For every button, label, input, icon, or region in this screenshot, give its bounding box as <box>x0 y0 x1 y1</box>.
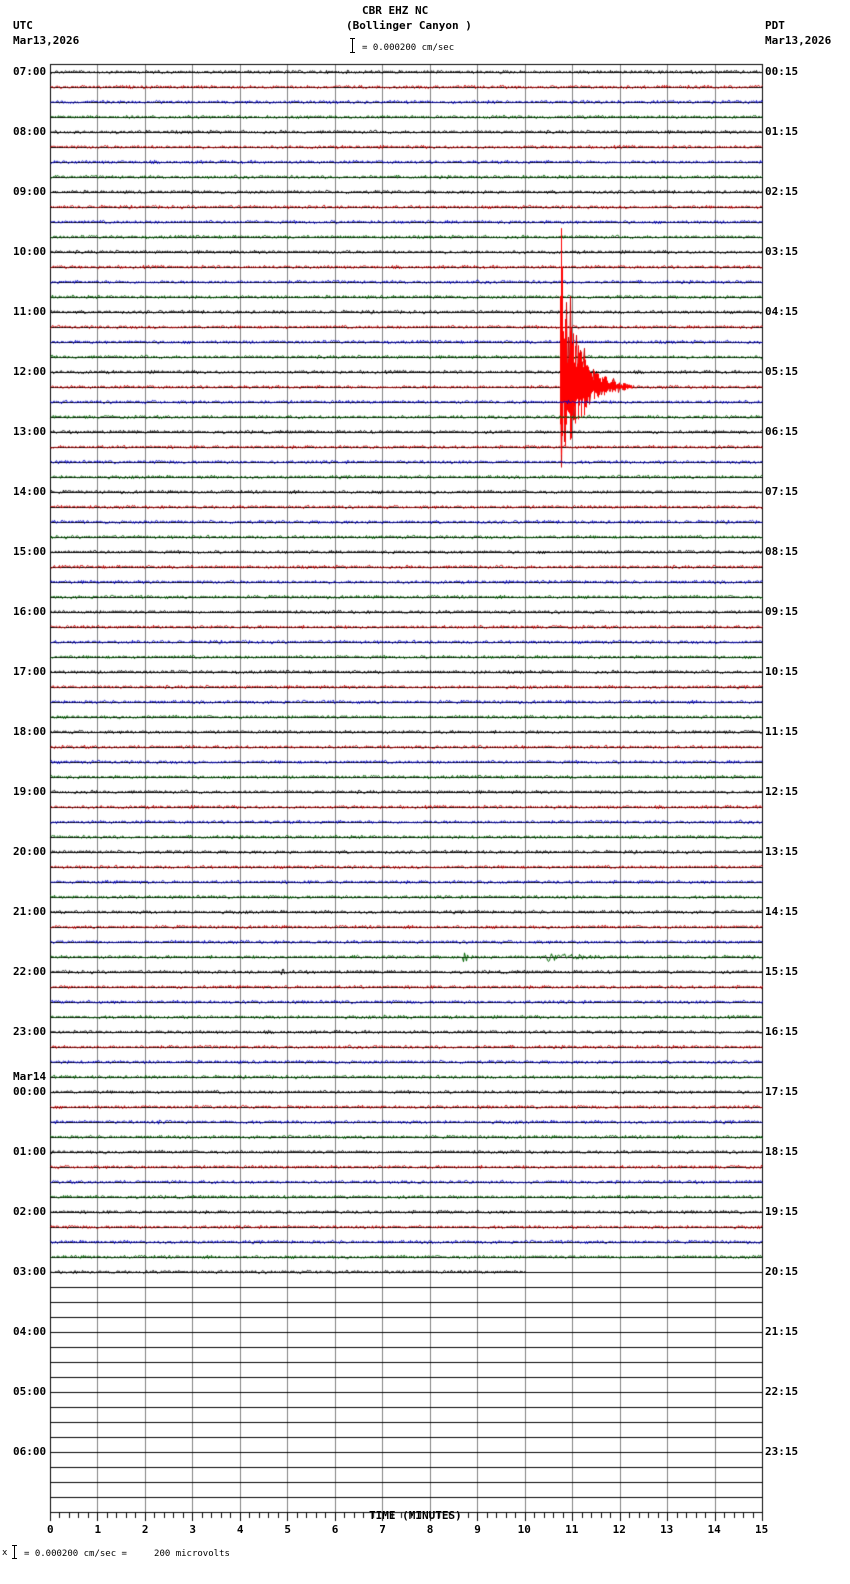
x-tick-label: 7 <box>379 1523 386 1536</box>
x-tick-label: 11 <box>565 1523 579 1536</box>
right-time-label: 06:15 <box>765 425 799 438</box>
left-time-label: 03:00 <box>13 1265 47 1278</box>
left-time-label: 05:00 <box>13 1385 47 1398</box>
right-time-label: 19:15 <box>765 1205 799 1218</box>
x-tick-label: 15 <box>755 1523 769 1536</box>
right-time-label: 11:15 <box>765 725 799 738</box>
x-tick-label: 2 <box>141 1523 149 1536</box>
left-time-label: 07:00 <box>13 65 47 78</box>
footer-scale-legend: = 0.000200 cm/sec = 200 microvolts <box>24 1549 230 1559</box>
left-time-label: 20:00 <box>13 845 47 858</box>
right-time-label: 21:15 <box>765 1325 799 1338</box>
x-tick-label: 5 <box>284 1523 291 1536</box>
left-time-label: 14:00 <box>13 485 47 498</box>
x-tick-label: 0 <box>47 1523 54 1536</box>
left-time-label: 19:00 <box>13 785 47 798</box>
right-time-label: 16:15 <box>765 1025 799 1038</box>
x-axis-label: TIME (MINUTES) <box>369 1509 462 1522</box>
x-tick-label: 10 <box>517 1523 531 1536</box>
left-time-label: 10:00 <box>13 245 47 258</box>
right-time-label: 01:15 <box>765 125 799 138</box>
left-time-label: 11:00 <box>13 305 47 318</box>
right-time-label: 03:15 <box>765 245 799 258</box>
x-tick-label: 4 <box>236 1523 244 1536</box>
left-date-label: Mar14 <box>13 1070 47 1083</box>
right-time-label: 17:15 <box>765 1085 799 1098</box>
x-tick-label: 6 <box>331 1523 339 1536</box>
left-time-label: 09:00 <box>13 185 47 198</box>
right-time-label: 09:15 <box>765 605 799 618</box>
right-time-label: 05:15 <box>765 365 799 378</box>
left-time-label: 04:00 <box>13 1325 47 1338</box>
left-time-label: 21:00 <box>13 905 47 918</box>
left-time-label: 00:00 <box>13 1085 47 1098</box>
right-time-label: 12:15 <box>765 785 799 798</box>
footer-scale-bar-icon <box>12 1545 17 1559</box>
footer-scale-prefix: x <box>2 1548 8 1558</box>
right-time-label: 22:15 <box>765 1385 799 1398</box>
right-time-label: 23:15 <box>765 1445 799 1458</box>
right-time-label: 02:15 <box>765 185 799 198</box>
x-tick-label: 13 <box>660 1523 674 1536</box>
right-time-label: 14:15 <box>765 905 799 918</box>
right-time-label: 07:15 <box>765 485 799 498</box>
right-time-label: 18:15 <box>765 1145 799 1158</box>
left-time-label: 13:00 <box>13 425 47 438</box>
x-tick-label: 12 <box>612 1523 626 1536</box>
right-time-label: 00:15 <box>765 65 799 78</box>
left-time-label: 02:00 <box>13 1205 47 1218</box>
left-time-label: 17:00 <box>13 665 47 678</box>
left-time-label: 08:00 <box>13 125 47 138</box>
x-tick-label: 1 <box>94 1523 102 1536</box>
right-time-label: 04:15 <box>765 305 799 318</box>
left-time-label: 01:00 <box>13 1145 47 1158</box>
left-time-label: 18:00 <box>13 725 47 738</box>
right-time-label: 15:15 <box>765 965 799 978</box>
left-time-label: 23:00 <box>13 1025 47 1038</box>
right-time-label: 08:15 <box>765 545 799 558</box>
x-tick-label: 3 <box>189 1523 197 1536</box>
x-tick-label: 9 <box>474 1523 481 1536</box>
right-time-label: 20:15 <box>765 1265 799 1278</box>
left-time-label: 16:00 <box>13 605 47 618</box>
left-time-label: 22:00 <box>13 965 47 978</box>
x-tick-label: 8 <box>426 1523 434 1536</box>
left-time-label: 15:00 <box>13 545 47 558</box>
left-time-label: 06:00 <box>13 1445 47 1458</box>
x-tick-label: 14 <box>707 1523 721 1536</box>
right-time-label: 10:15 <box>765 665 799 678</box>
left-time-label: 12:00 <box>13 365 47 378</box>
right-time-label: 13:15 <box>765 845 799 858</box>
